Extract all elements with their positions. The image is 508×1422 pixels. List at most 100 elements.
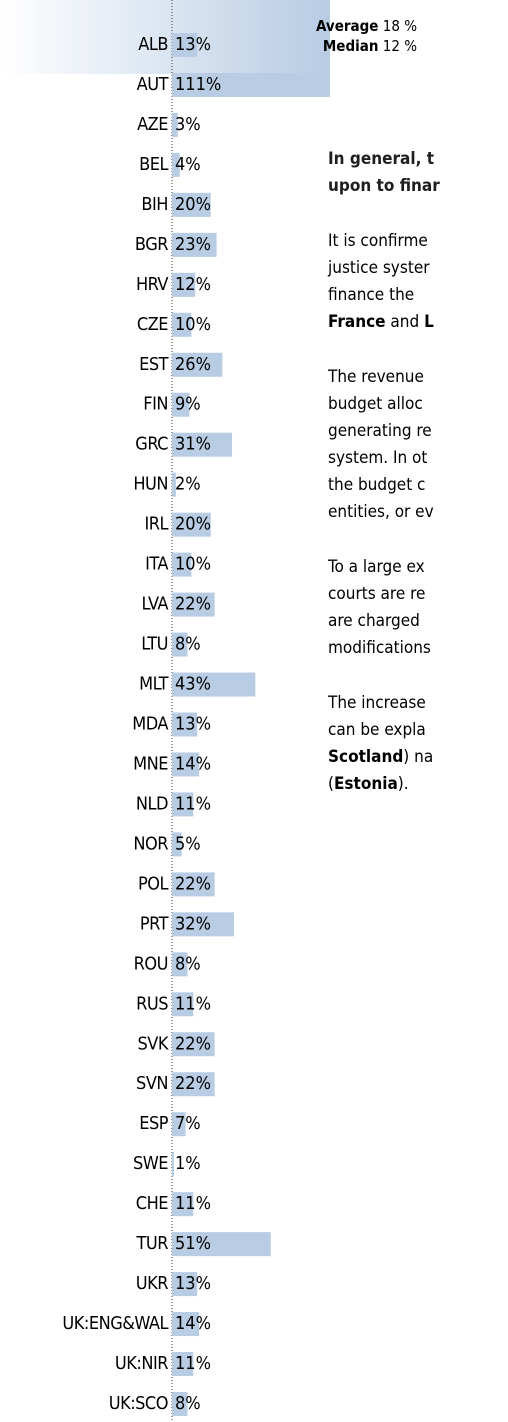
bar — [172, 192, 211, 217]
bar — [172, 152, 180, 177]
text: The revenue — [328, 367, 424, 387]
category-label: MNE — [133, 753, 168, 774]
text: entities, or ev — [328, 502, 434, 522]
category-label: BGR — [135, 234, 168, 255]
value-label: 9% — [175, 394, 201, 415]
text: The increase — [328, 693, 426, 713]
text: ( — [328, 774, 334, 794]
document-text: In general, t upon to finar It is confirme… — [328, 146, 508, 798]
category-label: NOR — [133, 833, 168, 854]
text-line: To a large ex — [328, 554, 508, 581]
paragraph: The revenue budget alloc generating re syst… — [328, 364, 508, 526]
text: and — [385, 312, 425, 332]
category-label: IRL — [144, 514, 168, 535]
value-label: 4% — [175, 154, 201, 175]
paragraph: To a large ex courts are re are charged mo… — [328, 554, 508, 662]
bar — [172, 752, 200, 777]
heading-line: upon to finar — [328, 176, 440, 196]
category-label: UKR — [136, 1273, 168, 1294]
category-label: SVN — [136, 1073, 168, 1094]
value-label: 111% — [175, 74, 221, 95]
value-label: 11% — [175, 993, 211, 1014]
value-label: 8% — [175, 953, 201, 974]
text: budget alloc — [328, 394, 423, 414]
category-label: SWE — [133, 1153, 168, 1174]
bar — [172, 912, 234, 937]
value-label: 22% — [175, 594, 211, 615]
text: justice syster — [328, 258, 430, 278]
bar — [172, 672, 256, 697]
bar — [172, 432, 233, 457]
value-label: 13% — [175, 34, 211, 55]
text: It is confirme — [328, 231, 428, 251]
value-label: 13% — [175, 714, 211, 735]
value-label: 10% — [175, 314, 211, 335]
text: the budget c — [328, 475, 426, 495]
bar — [172, 992, 194, 1017]
header-band — [0, 0, 330, 74]
stat-label: Average — [316, 17, 379, 35]
value-label: 22% — [175, 1073, 211, 1094]
text-line: (Estonia). — [328, 771, 508, 798]
value-label: 32% — [175, 913, 211, 934]
bar — [172, 512, 211, 537]
category-label: UK:SCO — [109, 1393, 168, 1414]
bar — [172, 1272, 198, 1297]
category-label: HRV — [136, 274, 168, 295]
category-label: ALB — [138, 34, 168, 55]
category-label: ROU — [134, 953, 168, 974]
category-label: UK:NIR — [115, 1353, 168, 1374]
bar — [172, 1032, 215, 1057]
stat-value: 18 % — [382, 17, 418, 35]
text-line: justice syster — [328, 255, 508, 282]
category-label: ITA — [145, 554, 168, 575]
text-line: courts are re — [328, 581, 508, 608]
heading: In general, t upon to finar — [328, 146, 508, 200]
bar — [172, 832, 182, 857]
value-label: 1% — [175, 1153, 201, 1174]
text-line: the budget c — [328, 472, 508, 499]
category-label: HUN — [133, 474, 168, 495]
value-label: 11% — [175, 1193, 211, 1214]
category-label: CZE — [137, 314, 168, 335]
category-label: NLD — [136, 793, 168, 814]
category-label: RUS — [136, 993, 168, 1014]
text-line: entities, or ev — [328, 499, 508, 526]
bar — [172, 392, 190, 417]
bar — [172, 1392, 188, 1416]
value-label: 8% — [175, 1393, 201, 1414]
text-line: France and L — [328, 309, 508, 336]
bar — [172, 272, 196, 297]
bar — [172, 72, 330, 97]
value-label: 10% — [175, 554, 211, 575]
bar — [172, 552, 192, 577]
category-label: MLT — [139, 674, 169, 695]
text: ) na — [403, 747, 434, 767]
paragraph: It is confirme justice syster finance the … — [328, 228, 508, 336]
text: can be expla — [328, 720, 426, 740]
category-label: AUT — [137, 74, 169, 95]
text-line: modifications — [328, 635, 508, 662]
paragraph: The increase can be expla Scotland) na (Est… — [328, 690, 508, 798]
value-label: 3% — [175, 114, 201, 135]
heading-line: In general, t — [328, 149, 435, 169]
text-line: are charged — [328, 608, 508, 635]
category-label: CHE — [136, 1193, 168, 1214]
bar — [172, 952, 188, 977]
text-line: Scotland) na — [328, 744, 508, 771]
text-line: It is confirme — [328, 228, 508, 255]
value-label: 51% — [175, 1233, 211, 1254]
value-label: 2% — [175, 474, 201, 495]
category-label: FIN — [143, 394, 168, 415]
stat-row: Median 12 % — [316, 36, 417, 56]
category-label: UK:ENG&WAL — [62, 1313, 168, 1334]
bars — [172, 33, 330, 1416]
text: system. In ot — [328, 448, 428, 468]
bar — [172, 33, 198, 57]
category-label: LTU — [141, 634, 168, 655]
text-line: finance the — [328, 282, 508, 309]
bar — [172, 312, 192, 337]
text: To a large ex — [328, 557, 425, 577]
category-label: BEL — [139, 154, 168, 175]
